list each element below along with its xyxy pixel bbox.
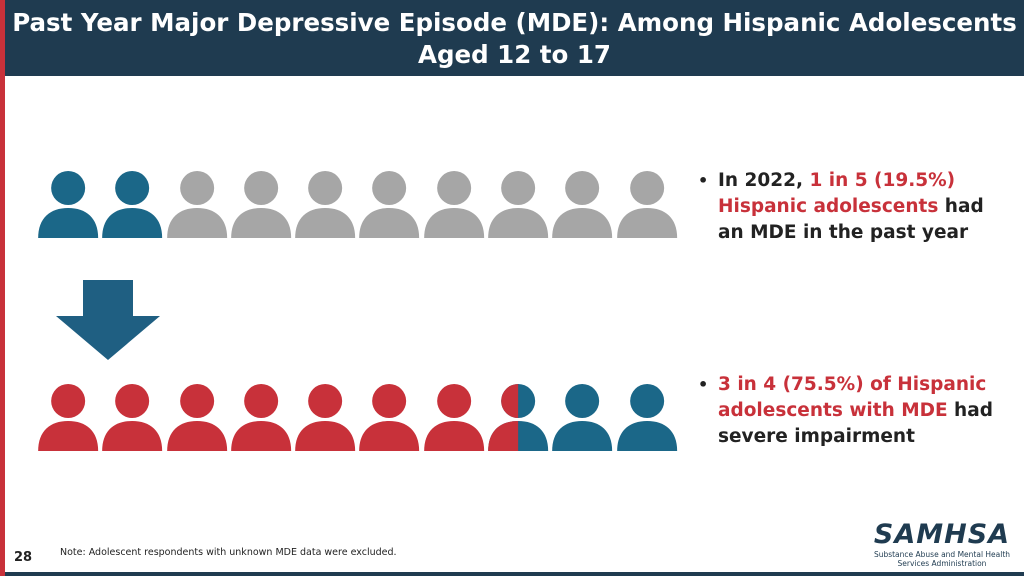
person-icon [550, 381, 614, 453]
person-icon [357, 168, 421, 240]
person-icon [615, 168, 679, 240]
person-icon [422, 168, 486, 240]
bullet-impairment-suffix: had severe impairment [718, 400, 993, 447]
bullet-prevalence: • In 2022, 1 in 5 (19.5%) Hispanic adole… [698, 168, 998, 246]
person-icon [36, 381, 100, 453]
person-icon [100, 168, 164, 240]
title-line-1: Past Year Major Depressive Episode (MDE)… [12, 8, 1017, 37]
people-row-all-adolescents [36, 168, 679, 240]
bullet-prevalence-suffix: had an MDE in the past year [718, 196, 984, 243]
bullet-prevalence-highlight: 1 in 5 (19.5%) Hispanic adolescents [718, 170, 956, 217]
title-line-2: Aged 12 to 17 [418, 40, 611, 69]
title-banner: Past Year Major Depressive Episode (MDE)… [5, 0, 1024, 76]
left-accent-bar [0, 0, 5, 576]
person-icon [422, 381, 486, 453]
person-icon [293, 168, 357, 240]
person-icon [486, 168, 550, 240]
down-arrow-icon [56, 280, 160, 364]
person-icon [357, 381, 421, 453]
person-icon [165, 381, 229, 453]
person-icon [165, 168, 229, 240]
logo-name: SAMHSA [873, 519, 1011, 550]
logo-subtitle: Substance Abuse and Mental Health Servic… [873, 550, 1011, 568]
bottom-rule [5, 572, 1024, 576]
person-icon [100, 381, 164, 453]
bullet-severe-impairment: • 3 in 4 (75.5%) of Hispanic adolescents… [698, 372, 998, 450]
bullet-prevalence-prefix: In 2022, [718, 170, 810, 191]
person-icon [486, 381, 550, 453]
samhsa-logo: SAMHSA Substance Abuse and Mental Health… [872, 519, 1012, 569]
person-icon [229, 381, 293, 453]
bullet-impairment-highlight: 3 in 4 (75.5%) of Hispanic adolescents w… [718, 374, 987, 421]
page-number: 28 [14, 550, 33, 565]
person-icon [550, 168, 614, 240]
footnote: Note: Adolescent respondents with unknow… [60, 547, 397, 558]
person-icon [36, 168, 100, 240]
person-icon [229, 168, 293, 240]
person-icon [293, 381, 357, 453]
bullet-dot: • [698, 171, 709, 190]
person-icon [615, 381, 679, 453]
people-row-adolescents-with-mde [36, 381, 679, 453]
bullet-dot: • [698, 375, 709, 394]
